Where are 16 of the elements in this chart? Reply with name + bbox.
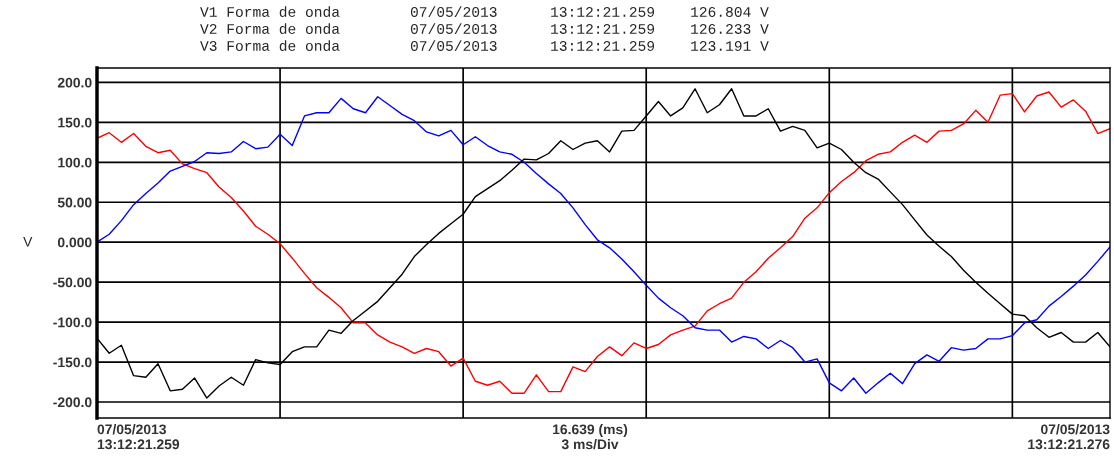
y-axis-title: V — [23, 237, 33, 247]
y-tick-label: 150.0 — [58, 117, 92, 128]
y-tick-label: -100.0 — [53, 317, 92, 328]
text: 07/05/2013 13:12:21.259 — [97, 424, 180, 450]
text: V3 Forma de onda 07/05/2013 13:12:21.259 123.191 V — [200, 40, 769, 51]
y-tick-label: 0.000 — [57, 237, 92, 248]
text: V2 Forma de onda 07/05/2013 13:12:21.259 126.233 V — [200, 23, 769, 34]
text: 07/05/2013 13:12:21.276 — [1028, 424, 1110, 450]
y-tick-label: -200.0 — [53, 397, 92, 408]
y-tick-label: 200.0 — [57, 77, 92, 88]
text: 16.639 (ms) 3 ms/Div — [553, 424, 628, 450]
y-tick-label: 100.0 — [58, 157, 92, 168]
y-tick-label: 50.00 — [57, 197, 92, 208]
y-tick-label: -50.00 — [53, 277, 92, 288]
text: V1 Forma de onda 07/05/2013 13:12:21.259 126.804 V — [200, 6, 769, 17]
y-tick-label: -150.0 — [53, 357, 92, 368]
